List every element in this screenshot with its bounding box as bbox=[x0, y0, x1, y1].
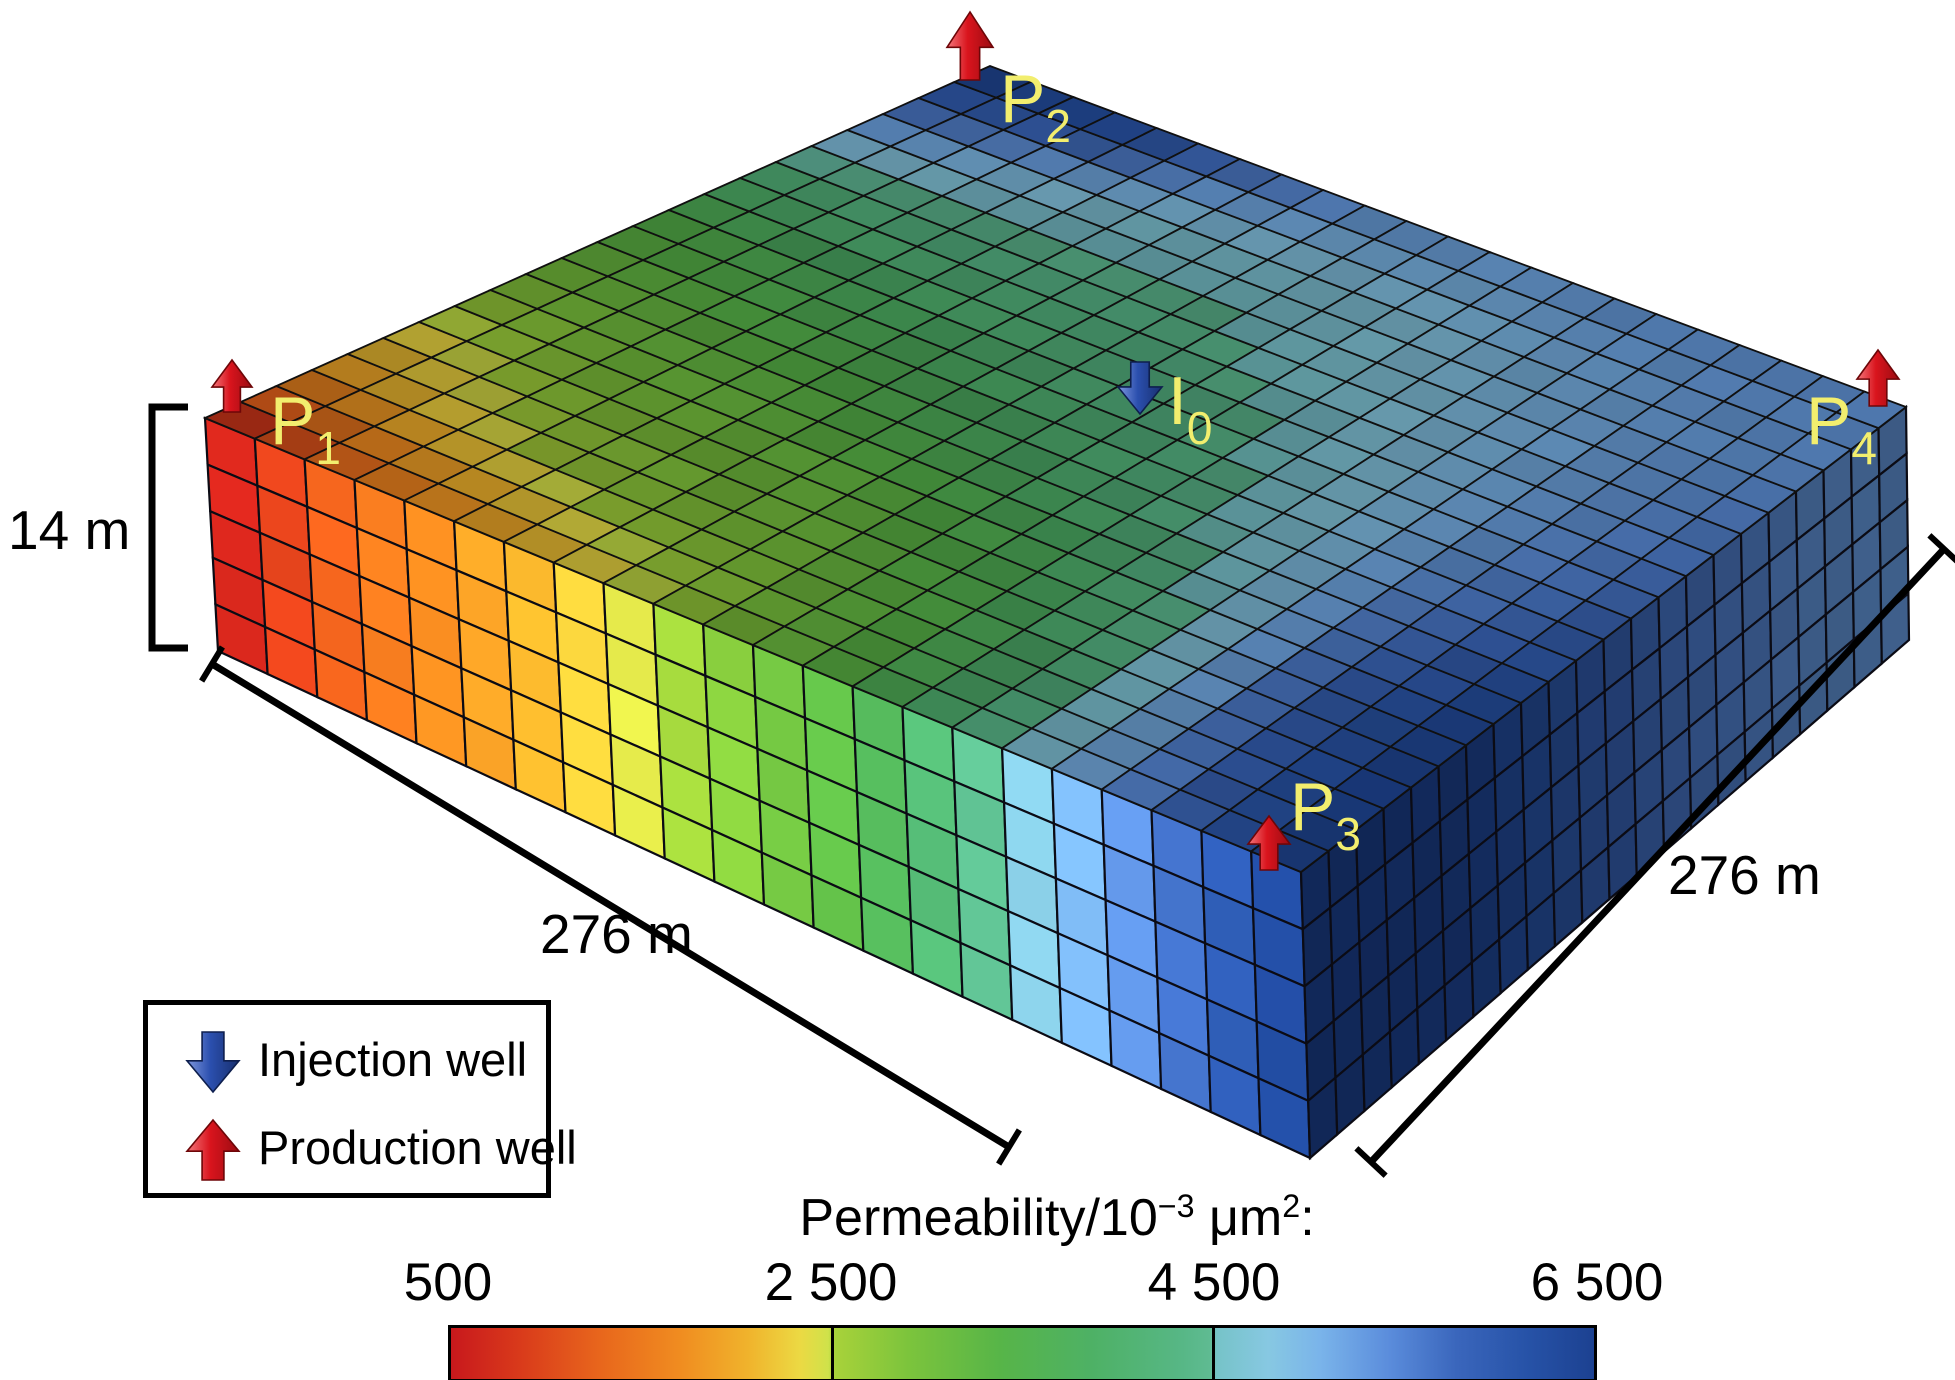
dimension-lines bbox=[148, 403, 1955, 1178]
injection-well-arrow-I0 bbox=[1116, 361, 1164, 416]
colorbar-tick-4500: 4 500 bbox=[1147, 1253, 1281, 1312]
legend-production-label: Production well bbox=[258, 1121, 577, 1174]
colorbar-tick-2500: 2 500 bbox=[764, 1253, 898, 1312]
colorbar-divider-2 bbox=[1211, 1328, 1215, 1379]
arrow-up-icon bbox=[185, 1118, 241, 1181]
height-dimension-label: 14 m bbox=[8, 499, 131, 561]
colorbar-title-base1: Permeability/10 bbox=[799, 1189, 1158, 1247]
legend-injection-label: Injection well bbox=[258, 1033, 528, 1086]
well-legend-box bbox=[143, 1000, 551, 1198]
colorbar-title-colon: : bbox=[1300, 1189, 1315, 1247]
legend-arrow-icons bbox=[185, 1031, 241, 1181]
colorbar-title: Permeability/10−3 μm2: bbox=[737, 1188, 1377, 1248]
front-right-dim-line bbox=[1368, 546, 1947, 1165]
front-left-dim-line bbox=[210, 661, 1011, 1150]
front-right-dimension-label: 276 m bbox=[1668, 844, 1821, 906]
production-well-arrow-P1 bbox=[210, 358, 254, 413]
arrow-down-icon bbox=[185, 1031, 241, 1094]
block-front-right-face bbox=[1299, 404, 1911, 1161]
production-well-arrow-P4 bbox=[1855, 348, 1901, 407]
permeability-colorbar bbox=[448, 1325, 1597, 1380]
production-well-arrow-P2 bbox=[945, 10, 995, 81]
colorbar-title-squared: 2 bbox=[1282, 1188, 1301, 1225]
block-top-face bbox=[202, 65, 1908, 874]
colorbar-title-base2: μm bbox=[1194, 1189, 1283, 1247]
colorbar-tick-6500: 6 500 bbox=[1530, 1253, 1664, 1312]
height-bracket bbox=[148, 403, 188, 652]
colorbar-title-exponent: −3 bbox=[1157, 1188, 1195, 1225]
production-well-arrow-P3 bbox=[1246, 814, 1292, 871]
colorbar-divider-1 bbox=[831, 1328, 835, 1379]
front-left-dimension-label: 276 m bbox=[540, 903, 693, 965]
well-arrows bbox=[210, 10, 1901, 871]
colorbar-tick-500: 500 bbox=[403, 1253, 493, 1312]
well-label-P3: P3 bbox=[1290, 769, 1361, 860]
